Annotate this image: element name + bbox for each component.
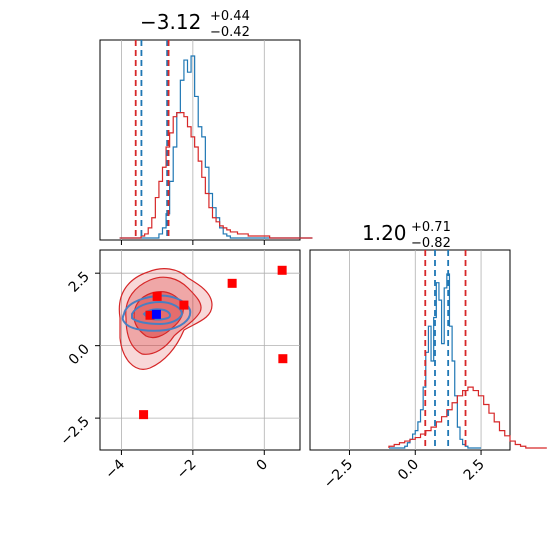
bottom-left-ytick-label: 2.5 [66, 269, 93, 296]
red-marker-point [277, 265, 287, 275]
bottom-left-panel: −4 −2 0 −2.5 0.0 2.5 [57, 249, 301, 482]
red-marker-point [278, 354, 288, 364]
blue-contour-inner [142, 308, 172, 321]
top-left-xticks [120, 240, 265, 245]
bottom-right-title: 1.20 [362, 221, 407, 245]
bottom-left-ytick-label: 0.0 [66, 341, 93, 368]
bottom-left-xtick-label: 0 [253, 457, 271, 475]
bottom-left-xticks: −4 −2 0 [102, 450, 271, 482]
blue-contour-mid [131, 300, 184, 326]
bottom-right-title-plus: +0.71 [411, 220, 451, 235]
histogram-series-1 [119, 55, 313, 239]
top-left-panel: −3.12 +0.44 −0.42 [99, 9, 313, 245]
bottom-right-xtick-label: −2.5 [321, 457, 356, 492]
blue-marker-point [151, 309, 161, 319]
red-marker-point [145, 310, 155, 320]
histogram-series-2 [119, 112, 313, 239]
histogram-series-1 [388, 273, 482, 449]
top-left-axes-frame [99, 39, 301, 241]
bottom-right-quantile-lines [424, 250, 467, 450]
bottom-left-axes-frame [99, 249, 301, 451]
red-marker-point [152, 291, 162, 301]
bottom-right-axes-frame [309, 249, 511, 451]
bottom-right-title-value: 1.20 [362, 221, 407, 245]
top-left-title-minus: −0.42 [210, 25, 250, 40]
top-left-title-plus: +0.44 [210, 9, 250, 24]
bottom-right-gridlines [349, 250, 482, 450]
top-left-title-value: −3.12 [140, 10, 201, 34]
bottom-left-density [118, 268, 213, 370]
histogram-series-2 [388, 386, 547, 449]
top-left-gridlines [121, 40, 265, 240]
top-left-histograms [119, 55, 313, 239]
blue-contour-outer [121, 294, 192, 332]
bottom-right-xtick-label: 0.0 [395, 457, 422, 484]
bottom-left-xtick-label: −2 [174, 457, 200, 483]
bottom-left-xtick-label: −4 [102, 456, 128, 482]
red-marker-point [179, 300, 189, 310]
bottom-right-xticks: −2.5 0.0 2.5 [321, 450, 488, 492]
top-left-title: −3.12 [140, 10, 201, 34]
red-marker-point [227, 278, 237, 288]
bottom-right-xtick-label: 2.5 [461, 457, 488, 484]
bottom-right-histograms [388, 273, 547, 449]
bottom-left-yticks: −2.5 0.0 2.5 [57, 269, 100, 449]
bottom-left-ytick-label: −2.5 [57, 414, 92, 449]
top-left-quantile-lines [134, 40, 170, 240]
bottom-left-gridlines [100, 250, 300, 450]
bottom-right-title-minus: −0.82 [411, 236, 451, 251]
red-marker-point [139, 410, 149, 420]
bottom-right-panel: −2.5 0.0 2.5 1.20 +0.71 −0.82 [309, 220, 547, 492]
bottom-left-points [139, 265, 288, 420]
